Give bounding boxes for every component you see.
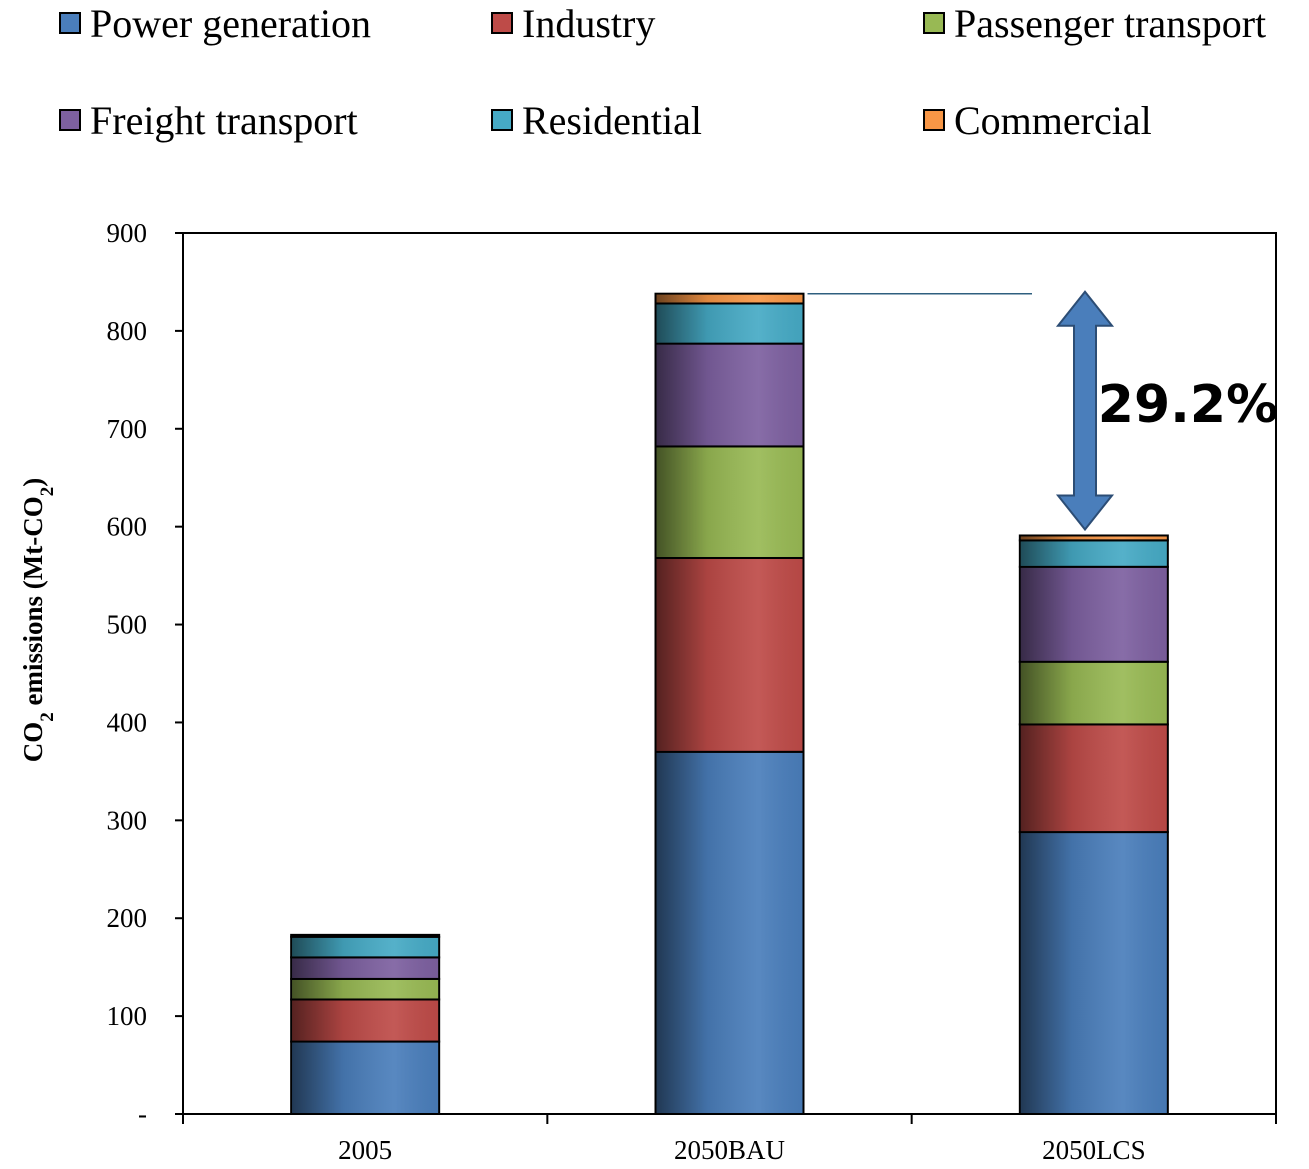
bar-segment: [654, 292, 805, 305]
legend-item: Commercial: [923, 98, 1152, 143]
legend-swatch: [923, 109, 945, 131]
reduction-label: 29.2%: [1098, 375, 1278, 435]
y-tick-label: 700: [107, 414, 148, 444]
legend-item: Passenger transport: [923, 1, 1266, 46]
y-axis-label: CO2 emissions (Mt-CO2): [18, 478, 58, 762]
bar-segment: [1018, 723, 1169, 834]
bar-segment: [1018, 565, 1169, 663]
legend-label: Passenger transport: [954, 1, 1266, 46]
y-tick-label: 500: [107, 610, 148, 640]
legend-swatch: [59, 109, 81, 131]
bar-segment: [1018, 831, 1169, 1116]
legend-item: Industry: [491, 1, 655, 46]
legend-swatch: [491, 12, 513, 34]
y-tick-label: -: [138, 1099, 147, 1129]
bars: [290, 292, 1169, 1116]
legend: Power generation Industry Passenger transp…: [59, 1, 1266, 143]
y-tick-label: 400: [107, 707, 148, 737]
y-tick-label: 600: [107, 512, 148, 542]
bar-segment: [654, 556, 805, 753]
bar-segment: [290, 977, 441, 1001]
legend-label: Industry: [522, 1, 655, 46]
x-tick-label: 2005: [338, 1135, 392, 1165]
bar-segment: [290, 956, 441, 980]
legend-label: Residential: [522, 98, 702, 143]
bar-segment: [1018, 660, 1169, 726]
legend-swatch: [923, 12, 945, 34]
y-axis: - 100 200 300 400 500 600 700 800 900: [107, 218, 183, 1129]
bar-segment: [654, 750, 805, 1115]
legend-item: Residential: [491, 98, 702, 143]
bar-segment: [1018, 539, 1169, 568]
bar-segment: [654, 445, 805, 559]
y-tick-label: 100: [107, 1001, 148, 1031]
y-tick-label: 200: [107, 903, 148, 933]
double-arrow-icon: [1055, 290, 1115, 532]
x-axis: 2005 2050BAU 2050LCS: [182, 1114, 1277, 1165]
x-tick-label: 2050BAU: [674, 1135, 785, 1165]
legend-item: Power generation: [59, 1, 371, 46]
y-tick-label: 300: [107, 805, 148, 835]
legend-label: Power generation: [90, 1, 371, 46]
bar-segment: [290, 1040, 441, 1116]
bar-segment: [290, 933, 441, 938]
legend-label: Freight transport: [90, 98, 358, 143]
legend-label: Commercial: [954, 98, 1152, 143]
legend-swatch: [59, 12, 81, 34]
legend-item: Freight transport: [59, 98, 358, 143]
y-tick-label: 900: [107, 218, 148, 248]
y-tick-label: 800: [107, 316, 148, 346]
x-tick-label: 2050LCS: [1042, 1135, 1146, 1165]
annotation: 29.2%: [807, 290, 1278, 532]
bar-segment: [1018, 534, 1169, 542]
bar-segment: [654, 302, 805, 345]
bar-segment: [290, 998, 441, 1043]
bar-segment: [654, 342, 805, 448]
legend-swatch: [491, 109, 513, 131]
bar-segment: [290, 935, 441, 959]
